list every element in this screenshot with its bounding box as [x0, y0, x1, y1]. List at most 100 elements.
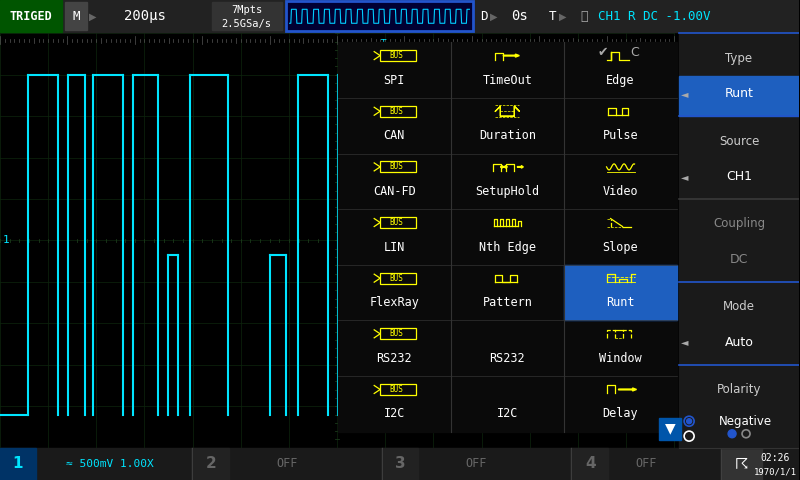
Text: CH1 R DC -1.00V: CH1 R DC -1.00V — [598, 10, 710, 23]
Bar — [380, 50, 416, 61]
FancyArrow shape — [518, 166, 523, 168]
Bar — [0, 0, 62, 32]
Bar — [679, 33, 799, 448]
Text: ☈: ☈ — [735, 456, 749, 471]
Text: 02:26: 02:26 — [760, 453, 790, 463]
Text: M: M — [72, 10, 80, 23]
Bar — [659, 418, 681, 440]
Bar — [564, 265, 677, 321]
Bar — [572, 448, 608, 480]
Text: Auto: Auto — [725, 336, 754, 349]
Text: Video: Video — [602, 185, 638, 198]
Text: T: T — [380, 39, 385, 48]
Text: CH1: CH1 — [726, 170, 752, 183]
Text: 0s: 0s — [511, 9, 528, 24]
Text: SetupHold: SetupHold — [475, 185, 539, 198]
Text: ▶: ▶ — [558, 12, 566, 21]
FancyArrow shape — [618, 388, 637, 391]
Text: ▶: ▶ — [89, 12, 97, 21]
Text: Window: Window — [599, 352, 642, 365]
Text: I2C: I2C — [383, 408, 405, 420]
FancyArrow shape — [500, 166, 506, 168]
Bar — [380, 217, 416, 228]
Text: ◄: ◄ — [682, 89, 689, 99]
Text: BUS: BUS — [390, 218, 403, 227]
Bar — [679, 76, 799, 116]
Text: BUS: BUS — [390, 107, 403, 116]
Bar — [380, 273, 416, 284]
Text: 4: 4 — [585, 456, 595, 471]
Text: TimeOut: TimeOut — [482, 73, 532, 86]
Text: Delay: Delay — [602, 408, 638, 420]
Text: 2: 2 — [206, 456, 216, 471]
Text: Coupling: Coupling — [713, 217, 765, 230]
Text: Runt: Runt — [606, 296, 634, 309]
Bar — [286, 1, 474, 31]
Bar — [193, 448, 229, 480]
Text: Negative: Negative — [718, 415, 772, 428]
Bar — [722, 448, 762, 480]
Text: 3: 3 — [395, 456, 406, 471]
Text: 1: 1 — [13, 456, 23, 471]
Bar — [380, 161, 416, 172]
Text: 1970/1/1: 1970/1/1 — [754, 467, 797, 476]
Text: Source: Source — [719, 134, 759, 147]
Circle shape — [728, 430, 736, 438]
Text: 1: 1 — [2, 236, 10, 245]
Text: ◄: ◄ — [682, 337, 689, 348]
Text: 200μs: 200μs — [124, 9, 166, 24]
Text: Polarity: Polarity — [717, 383, 762, 396]
Text: I2C: I2C — [497, 408, 518, 420]
Text: Pattern: Pattern — [482, 296, 532, 309]
Bar — [338, 42, 677, 432]
Text: ◄: ◄ — [682, 172, 689, 181]
Text: 2.5GSa/s: 2.5GSa/s — [222, 19, 272, 29]
Text: Pulse: Pulse — [602, 129, 638, 142]
Text: ✔: ✔ — [598, 46, 608, 59]
Text: Slope: Slope — [602, 240, 638, 253]
Bar — [62, 0, 799, 32]
Text: ⏱: ⏱ — [581, 10, 588, 23]
Text: SPI: SPI — [383, 73, 405, 86]
Text: TRIGED: TRIGED — [10, 10, 52, 23]
Polygon shape — [378, 47, 386, 53]
Text: ▶: ▶ — [490, 12, 497, 21]
Text: CAN-FD: CAN-FD — [373, 185, 415, 198]
Text: BUS: BUS — [390, 51, 403, 60]
Text: Runt: Runt — [725, 87, 754, 100]
Text: ▼: ▼ — [665, 422, 675, 436]
Text: OFF: OFF — [635, 457, 657, 470]
Text: CAN: CAN — [383, 129, 405, 142]
Text: D: D — [480, 10, 487, 23]
Text: BUS: BUS — [390, 329, 403, 338]
Bar — [382, 448, 418, 480]
Text: 7Mpts: 7Mpts — [231, 5, 262, 15]
Text: FlexRay: FlexRay — [370, 296, 419, 309]
Text: DC: DC — [730, 253, 748, 266]
Text: Type: Type — [726, 52, 753, 65]
Bar — [380, 384, 416, 395]
Text: Edge: Edge — [606, 73, 634, 86]
Bar — [286, 1, 474, 31]
Text: RS232: RS232 — [376, 352, 412, 365]
Bar — [0, 448, 36, 480]
Text: Duration: Duration — [479, 129, 536, 142]
Text: BUS: BUS — [390, 274, 403, 283]
Text: C: C — [630, 46, 639, 59]
Text: OFF: OFF — [466, 457, 487, 470]
Bar — [380, 328, 416, 339]
FancyArrow shape — [503, 54, 519, 57]
Text: T: T — [549, 10, 556, 23]
Text: ≈ 500mV 1.00X: ≈ 500mV 1.00X — [66, 459, 154, 468]
Text: BUS: BUS — [390, 385, 403, 394]
Bar — [0, 33, 674, 448]
FancyArrow shape — [502, 166, 507, 168]
Circle shape — [686, 419, 692, 424]
Bar — [65, 2, 87, 30]
Text: OFF: OFF — [276, 457, 298, 470]
Bar — [0, 448, 799, 480]
Text: Mode: Mode — [723, 300, 755, 313]
Text: RS232: RS232 — [490, 352, 525, 365]
Bar — [212, 2, 282, 30]
Text: LIN: LIN — [383, 240, 405, 253]
